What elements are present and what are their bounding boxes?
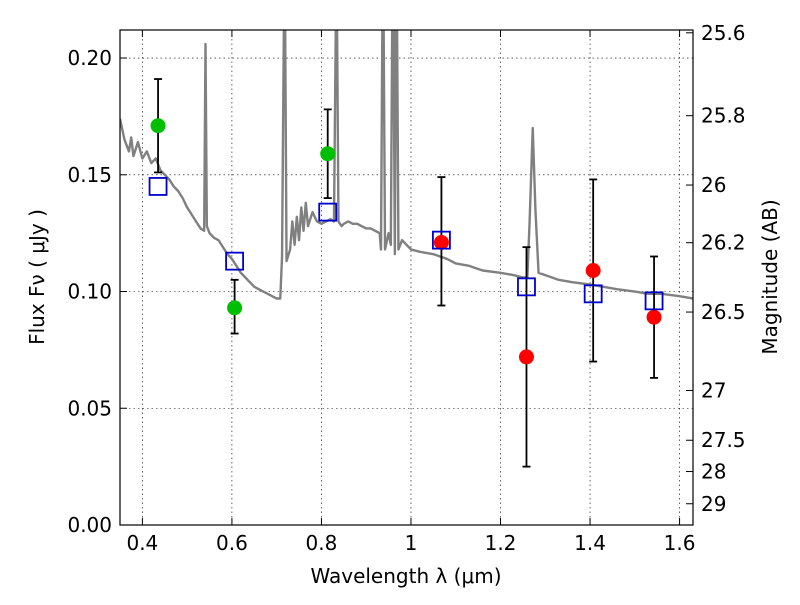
y-tick-label: 0.05	[67, 396, 112, 420]
right-tick-label: 25.6	[701, 21, 746, 45]
red-data-point	[518, 349, 534, 365]
green-data-point	[150, 118, 166, 134]
spectrum-line	[120, 30, 693, 300]
red-data-point	[646, 309, 662, 325]
model-square-marker	[148, 177, 168, 196]
x-tick-label: 1.6	[664, 531, 696, 555]
y-tick-label: 0.15	[67, 163, 112, 187]
right-tick-label: 27.5	[701, 428, 746, 452]
model-square-marker	[318, 202, 338, 222]
x-axis-title: Wavelength λ (μm)	[310, 564, 501, 588]
red-data-point	[585, 262, 601, 278]
right-tick-label: 25.8	[701, 104, 746, 128]
model-square-marker	[517, 277, 536, 297]
right-tick-label: 26.5	[701, 300, 746, 324]
green-data-point	[227, 300, 243, 316]
right-tick-label: 29	[701, 492, 726, 516]
y-tick-label: 0.20	[67, 46, 112, 70]
model-square-marker	[644, 291, 664, 311]
model-square-marker	[432, 230, 451, 250]
right-tick-label: 26.2	[701, 231, 746, 255]
grid-lines	[120, 30, 693, 526]
model-spectrum	[120, 30, 693, 300]
right-tick-label: 27	[701, 379, 726, 403]
x-tick-label: 0.8	[306, 531, 338, 555]
x-tick-label: 1.2	[485, 531, 517, 555]
x-tick-label: 1.4	[574, 531, 606, 555]
y-tick-label: 0.10	[67, 280, 112, 304]
y-axis-title: Flux Fν ( μJy )	[25, 209, 49, 345]
green-data-point	[320, 146, 336, 162]
right-tick-label: 26	[701, 173, 726, 197]
x-tick-label: 0.6	[216, 531, 248, 555]
model-square-marker	[225, 251, 245, 271]
right-tick-label: 28	[701, 460, 726, 484]
y-tick-label: 0.00	[67, 513, 112, 537]
red-data-point	[433, 234, 449, 250]
plot-background	[120, 30, 693, 525]
data-markers	[148, 118, 664, 365]
axis-ticks: 0.4 0.6 0.8 1 1.2 1.4 1.6 0.00 0.05 0.10 0.15 0.20 2…	[67, 21, 745, 555]
x-tick-label: 0.4	[126, 531, 158, 555]
plot-frame	[119, 29, 694, 526]
right-axis-title: Magnitude (AB)	[758, 199, 782, 354]
x-tick-label: 1	[405, 531, 418, 555]
model-square-marker	[583, 284, 603, 304]
